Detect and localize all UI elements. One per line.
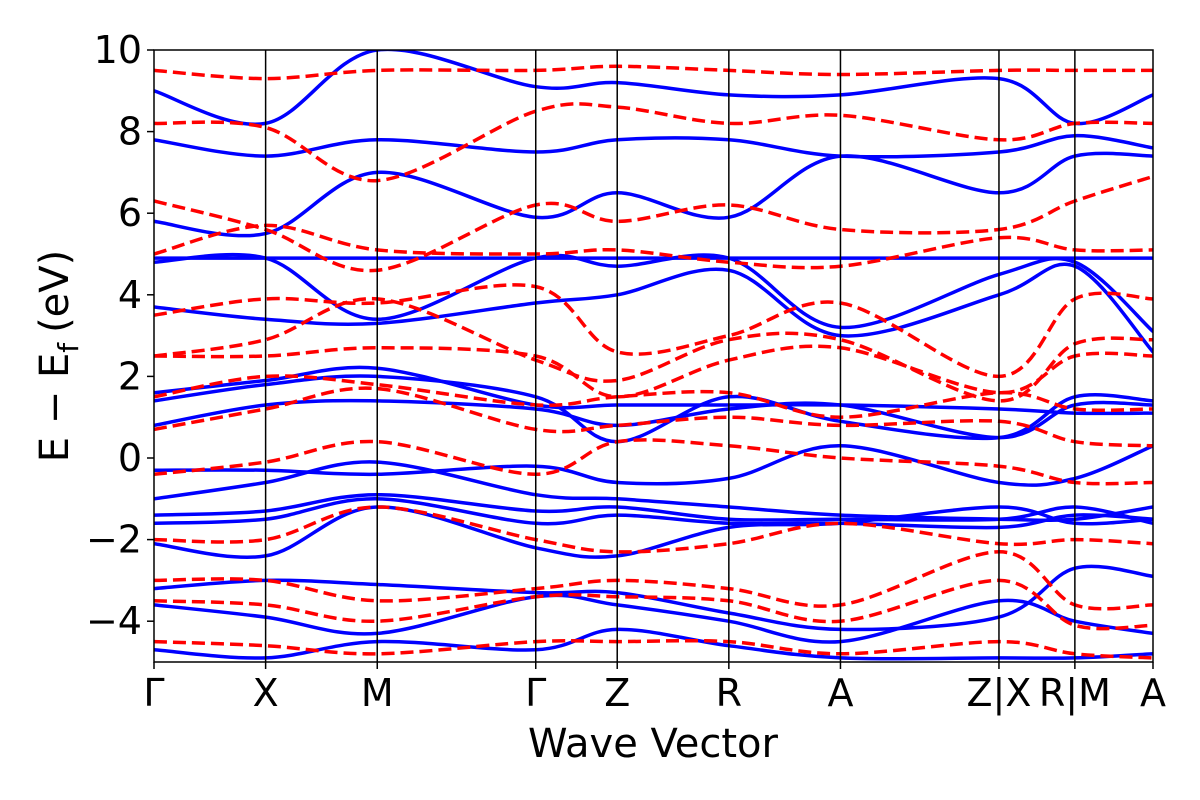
y-tick-label-1: 8: [118, 110, 142, 154]
dashed-band-3: [154, 638, 1153, 660]
dashed-band-5: [154, 386, 1153, 448]
y-axis-label-unit: (eV): [32, 250, 78, 333]
kpoint-lines: [264, 50, 1076, 662]
y-ticks: 10 8 6 4 2 0 −2 −4: [86, 28, 154, 643]
x-tick-label-0: Γ: [143, 671, 164, 715]
x-tick-label-9: A: [1140, 671, 1166, 715]
y-axis-label: E − Ef (eV): [32, 250, 85, 463]
solid-band-3: [154, 505, 1153, 559]
solid-band-0: [154, 460, 1153, 523]
solid-band-1: [154, 492, 1153, 526]
x-tick-label-8: R|M: [1039, 671, 1111, 716]
dashed-band-11: [154, 174, 1153, 273]
dashed-band-0: [154, 505, 1153, 554]
y-tick-label-3: 4: [118, 273, 142, 317]
dashed-band-8: [154, 297, 1153, 403]
dashed-band-6: [154, 374, 1153, 419]
x-tick-label-7: Z|X: [967, 671, 1032, 716]
y-axis-label-sub: f: [52, 342, 85, 353]
x-axis-label: Wave Vector: [528, 721, 779, 767]
x-tick-label-4: Z: [604, 671, 630, 715]
solid-band-15: [154, 133, 1153, 159]
plot-frame: [153, 49, 1154, 663]
x-tick-label-5: R: [716, 671, 742, 715]
solid-band-16: [154, 50, 1153, 127]
solid-band-6: [154, 627, 1153, 661]
dashed-band-4: [154, 438, 1153, 486]
y-tick-label-7: −4: [86, 599, 142, 643]
x-tick-label-6: A: [827, 671, 853, 715]
y-tick-label-6: −2: [86, 518, 142, 562]
dashed-band-13: [154, 64, 1153, 81]
dashed-band-9: [154, 283, 1153, 379]
solid-band-11: [154, 262, 1153, 354]
dashed-band-2: [154, 578, 1153, 631]
solid-band-7: [154, 444, 1153, 487]
solid-band-4: [154, 564, 1153, 632]
y-axis-label-main: E − E: [32, 353, 78, 463]
dashed-band-12: [154, 102, 1153, 183]
solid-band-5: [154, 593, 1153, 644]
y-tick-label-0: 10: [94, 28, 142, 72]
y-tick-label-2: 6: [118, 191, 142, 235]
dashed-band-7: [154, 344, 1153, 399]
dashed-band-10: [154, 223, 1153, 270]
solid-band-9: [154, 374, 1153, 444]
x-ticks: Γ X M Γ Z R A Z|X R|M A: [143, 662, 1166, 716]
bands-layer: [154, 50, 1153, 661]
x-tick-label-1: X: [253, 671, 279, 715]
solid-band-14: [154, 151, 1153, 238]
dashed-band-1: [154, 550, 1153, 611]
y-tick-label-4: 2: [118, 354, 142, 398]
x-tick-label-3: Γ: [525, 671, 546, 715]
solid-band-2: [154, 497, 1153, 530]
x-tick-label-2: M: [361, 671, 394, 715]
y-tick-label-5: 0: [118, 436, 142, 480]
solid-band-10: [154, 365, 1153, 416]
